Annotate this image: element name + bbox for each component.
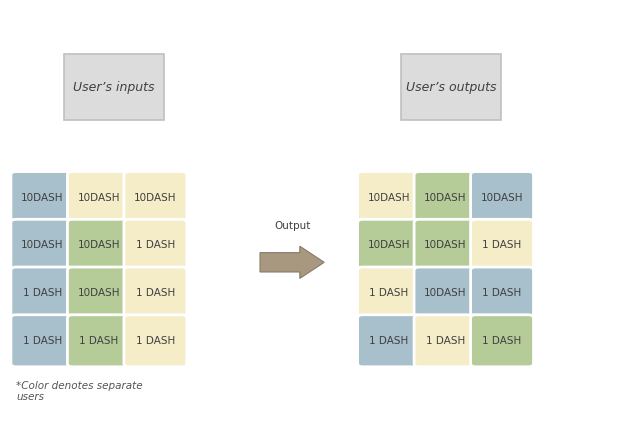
FancyBboxPatch shape — [414, 172, 477, 224]
Text: User’s outputs: User’s outputs — [406, 80, 496, 94]
Text: 1 DASH: 1 DASH — [135, 288, 175, 298]
Text: 10DASH: 10DASH — [424, 288, 467, 298]
Text: 1 DASH: 1 DASH — [482, 336, 522, 346]
FancyBboxPatch shape — [11, 315, 74, 367]
Text: 10DASH: 10DASH — [481, 193, 523, 203]
Text: 10DASH: 10DASH — [368, 240, 410, 250]
Text: 10DASH: 10DASH — [134, 193, 177, 203]
FancyBboxPatch shape — [414, 267, 477, 319]
Text: 1 DASH: 1 DASH — [482, 240, 522, 250]
FancyBboxPatch shape — [64, 54, 164, 120]
Text: Output: Output — [274, 221, 310, 231]
Text: 1 DASH: 1 DASH — [482, 288, 522, 298]
Text: 10DASH: 10DASH — [368, 193, 410, 203]
FancyBboxPatch shape — [11, 219, 74, 271]
FancyBboxPatch shape — [358, 315, 421, 367]
FancyBboxPatch shape — [471, 172, 534, 224]
FancyBboxPatch shape — [414, 219, 477, 271]
FancyBboxPatch shape — [358, 267, 421, 319]
FancyBboxPatch shape — [124, 172, 187, 224]
FancyBboxPatch shape — [11, 267, 74, 319]
FancyBboxPatch shape — [471, 219, 534, 271]
FancyBboxPatch shape — [67, 267, 130, 319]
FancyBboxPatch shape — [358, 172, 421, 224]
Text: 10DASH: 10DASH — [78, 240, 120, 250]
Text: 10DASH: 10DASH — [21, 193, 64, 203]
Text: 10DASH: 10DASH — [424, 193, 467, 203]
Text: 1 DASH: 1 DASH — [22, 336, 62, 346]
FancyBboxPatch shape — [471, 315, 534, 367]
Text: 1 DASH: 1 DASH — [22, 288, 62, 298]
FancyBboxPatch shape — [67, 172, 130, 224]
FancyBboxPatch shape — [124, 219, 187, 271]
FancyBboxPatch shape — [124, 267, 187, 319]
Text: *Color denotes separate
users: *Color denotes separate users — [16, 381, 143, 402]
Text: 1 DASH: 1 DASH — [135, 336, 175, 346]
Text: 1 DASH: 1 DASH — [426, 336, 465, 346]
FancyBboxPatch shape — [124, 315, 187, 367]
Text: 10DASH: 10DASH — [78, 288, 120, 298]
FancyBboxPatch shape — [67, 315, 130, 367]
Text: 10DASH: 10DASH — [21, 240, 64, 250]
FancyBboxPatch shape — [358, 219, 421, 271]
Text: 10DASH: 10DASH — [78, 193, 120, 203]
Text: 1 DASH: 1 DASH — [369, 336, 409, 346]
FancyBboxPatch shape — [414, 315, 477, 367]
FancyBboxPatch shape — [11, 172, 74, 224]
FancyBboxPatch shape — [67, 219, 130, 271]
Text: 1 DASH: 1 DASH — [369, 288, 409, 298]
FancyArrow shape — [260, 246, 324, 279]
Text: 1 DASH: 1 DASH — [135, 240, 175, 250]
FancyBboxPatch shape — [401, 54, 501, 120]
Text: 10DASH: 10DASH — [424, 240, 467, 250]
FancyBboxPatch shape — [471, 267, 534, 319]
Text: User’s inputs: User’s inputs — [73, 80, 155, 94]
Text: 1 DASH: 1 DASH — [79, 336, 119, 346]
